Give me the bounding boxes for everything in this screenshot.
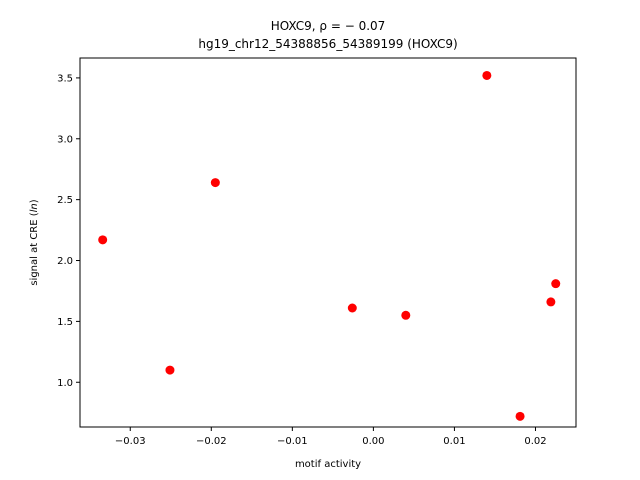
y-axis-label-suffix: )	[29, 199, 40, 203]
x-tick-label: −0.01	[277, 436, 308, 447]
x-tick-label: 0.02	[524, 436, 546, 447]
data-point	[98, 235, 108, 245]
data-point	[546, 297, 556, 307]
data-point	[482, 70, 492, 80]
y-axis-ticks: 1.0 1.5 2.0 2.5 3.0 3.5	[57, 73, 80, 389]
y-axis-label: signal at CRE (ln)	[29, 199, 40, 285]
x-tick-label: −0.02	[196, 436, 227, 447]
data-point	[165, 365, 175, 375]
chart-title-line2: hg19_chr12_54388856_54389199 (HOXC9)	[198, 37, 457, 51]
y-tick-label: 2.0	[57, 256, 73, 267]
y-tick-label: 2.5	[57, 195, 73, 206]
plot-frame	[79, 57, 577, 428]
y-tick-label: 1.0	[57, 378, 73, 389]
chart-title-line1: HOXC9, ρ = − 0.07	[271, 19, 386, 33]
y-tick-label: 3.0	[57, 134, 73, 145]
data-point	[210, 178, 220, 188]
data-points	[98, 70, 561, 421]
x-axis-label: motif activity	[295, 459, 361, 470]
data-point	[551, 279, 561, 289]
y-tick-label: 3.5	[57, 73, 73, 84]
x-tick-label: −0.03	[115, 436, 146, 447]
y-axis-label-italic: ln	[29, 203, 40, 212]
data-point	[347, 303, 357, 313]
x-tick-label: 0.00	[362, 436, 384, 447]
data-point	[515, 411, 525, 421]
y-tick-label: 1.5	[57, 317, 73, 328]
x-tick-label: 0.01	[443, 436, 465, 447]
y-axis-label-prefix: signal at CRE (	[29, 212, 40, 285]
data-point	[401, 310, 411, 320]
x-axis-ticks: −0.03 −0.02 −0.01 0.00 0.01 0.02	[115, 427, 547, 447]
